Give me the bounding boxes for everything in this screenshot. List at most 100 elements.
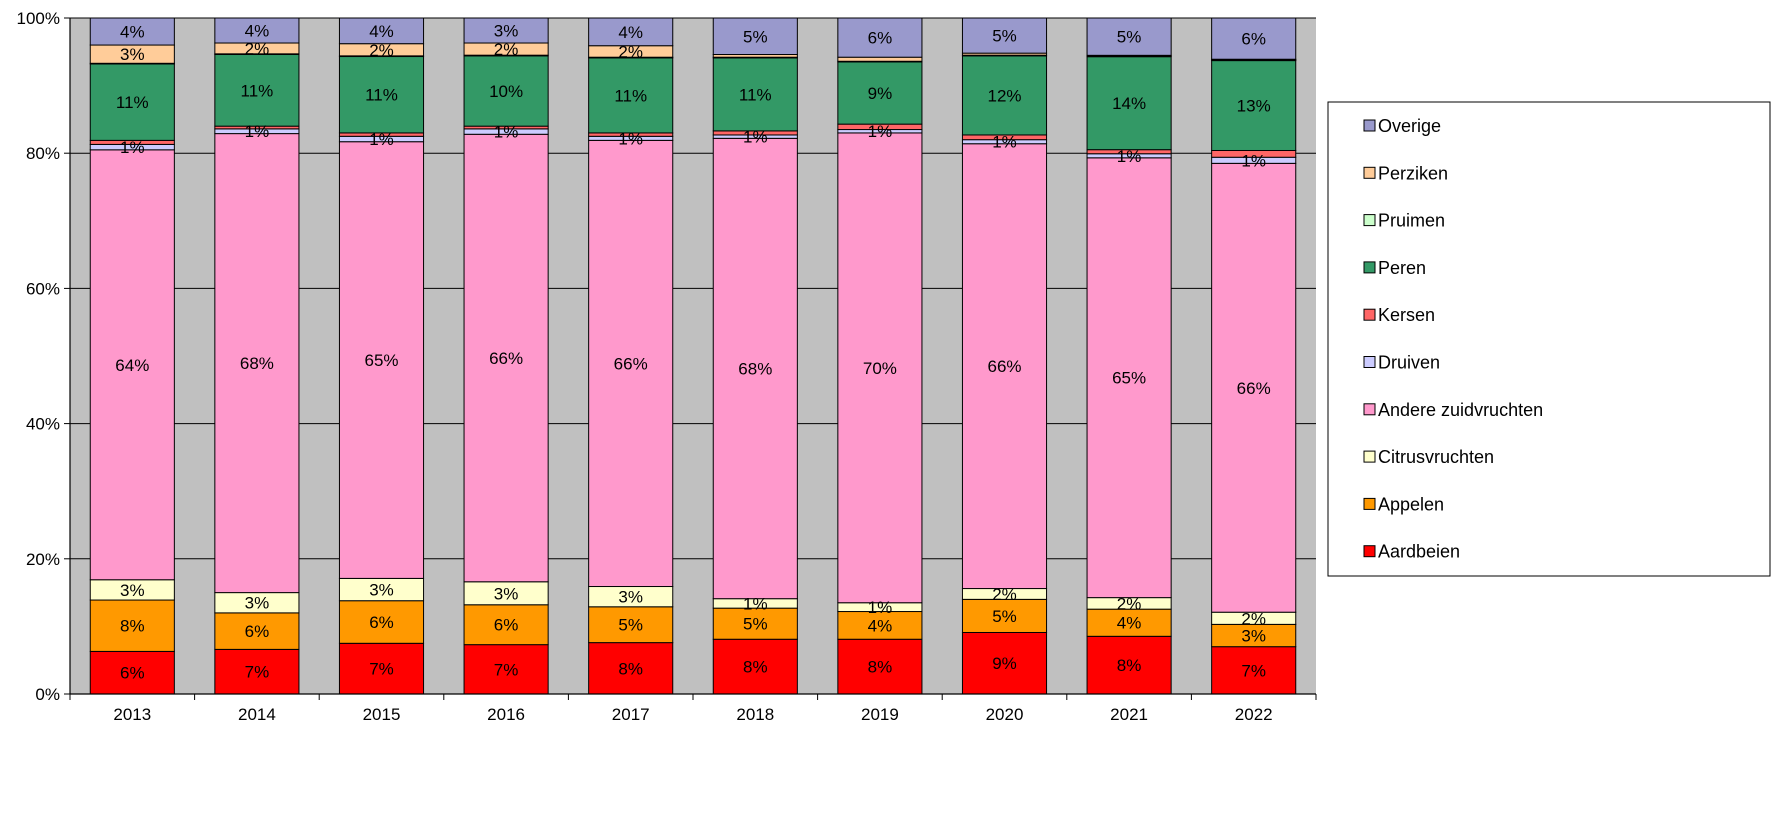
- bar-segment: [838, 57, 922, 61]
- data-label: 6%: [1241, 30, 1266, 49]
- data-label: 70%: [863, 359, 897, 378]
- legend-label: Andere zuidvruchten: [1378, 400, 1543, 420]
- data-label: 6%: [120, 664, 145, 683]
- legend-swatch: [1364, 546, 1375, 557]
- y-tick-label: 80%: [26, 144, 60, 163]
- data-label: 2%: [1117, 594, 1142, 613]
- data-label: 1%: [868, 122, 893, 141]
- data-label: 7%: [1241, 661, 1266, 680]
- data-label: 2%: [618, 42, 643, 61]
- x-tick-label: 2015: [363, 705, 401, 724]
- data-label: 4%: [369, 22, 394, 41]
- data-label: 1%: [369, 130, 394, 149]
- data-label: 11%: [241, 81, 274, 100]
- data-label: 9%: [868, 84, 893, 103]
- data-label: 8%: [618, 659, 643, 678]
- data-label: 3%: [618, 588, 643, 607]
- legend-swatch: [1364, 120, 1375, 131]
- data-label: 11%: [365, 86, 398, 105]
- data-label: 4%: [618, 23, 643, 42]
- legend-label: Pruimen: [1378, 211, 1445, 231]
- x-tick-label: 2019: [861, 705, 899, 724]
- data-label: 3%: [245, 594, 270, 613]
- data-label: 14%: [1112, 94, 1146, 113]
- legend-swatch: [1364, 498, 1375, 509]
- x-tick-label: 2016: [487, 705, 525, 724]
- x-tick-label: 2018: [736, 705, 774, 724]
- data-label: 65%: [364, 351, 398, 370]
- data-label: 11%: [116, 93, 149, 112]
- y-tick-label: 60%: [26, 279, 60, 298]
- data-label: 6%: [369, 613, 394, 632]
- x-tick-label: 2022: [1235, 705, 1273, 724]
- data-label: 3%: [494, 584, 519, 603]
- data-label: 3%: [120, 45, 145, 64]
- data-label: 2%: [245, 39, 270, 58]
- data-label: 68%: [738, 360, 772, 379]
- data-label: 12%: [987, 86, 1021, 105]
- legend-swatch: [1364, 357, 1375, 368]
- data-label: 7%: [494, 660, 519, 679]
- data-label: 66%: [1237, 379, 1271, 398]
- x-tick-label: 2021: [1110, 705, 1148, 724]
- data-label: 1%: [992, 133, 1017, 152]
- data-label: 8%: [120, 617, 145, 636]
- data-label: 3%: [494, 22, 519, 41]
- data-label: 68%: [240, 354, 274, 373]
- data-label: 5%: [992, 27, 1017, 46]
- data-label: 13%: [1237, 97, 1271, 116]
- data-label: 5%: [1117, 28, 1142, 47]
- data-label: 66%: [987, 357, 1021, 376]
- data-label: 66%: [614, 354, 648, 373]
- data-label: 6%: [868, 29, 893, 48]
- data-label: 4%: [868, 616, 893, 635]
- data-label: 11%: [614, 86, 647, 105]
- data-label: 8%: [868, 658, 893, 677]
- legend-label: Peren: [1378, 258, 1426, 278]
- data-label: 11%: [739, 85, 772, 104]
- data-label: 1%: [245, 122, 270, 141]
- legend-swatch: [1364, 262, 1375, 273]
- data-label: 1%: [494, 123, 519, 142]
- data-label: 2%: [369, 41, 394, 60]
- data-label: 4%: [245, 22, 270, 41]
- data-label: 7%: [245, 663, 270, 682]
- data-label: 3%: [369, 581, 394, 600]
- data-label: 7%: [369, 660, 394, 679]
- data-label: 2%: [992, 585, 1017, 604]
- data-label: 10%: [489, 82, 523, 101]
- data-label: 2%: [1241, 609, 1266, 628]
- data-label: 1%: [120, 138, 145, 157]
- data-label: 5%: [618, 616, 643, 635]
- data-label: 1%: [868, 598, 893, 617]
- data-label: 4%: [120, 23, 145, 42]
- legend-label: Overige: [1378, 116, 1441, 136]
- legend-label: Appelen: [1378, 494, 1444, 514]
- legend-label: Citrusvruchten: [1378, 447, 1494, 467]
- data-label: 66%: [489, 349, 523, 368]
- x-tick-label: 2020: [986, 705, 1024, 724]
- data-label: 5%: [743, 615, 768, 634]
- data-label: 6%: [245, 622, 270, 641]
- data-label: 5%: [743, 27, 768, 46]
- y-axis-ticks: 0%20%40%60%80%100%: [17, 9, 70, 704]
- data-label: 1%: [743, 594, 768, 613]
- x-tick-label: 2014: [238, 705, 276, 724]
- data-label: 65%: [1112, 369, 1146, 388]
- data-label: 1%: [1241, 151, 1266, 170]
- x-axis-ticks: 2013 2014 2015 2016 2017 2018 2019 2020 2021 2022: [70, 694, 1316, 724]
- data-label: 5%: [992, 607, 1017, 626]
- legend-swatch: [1364, 309, 1375, 320]
- data-label: 3%: [1241, 627, 1266, 646]
- legend-swatch: [1364, 451, 1375, 462]
- data-label: 4%: [1117, 614, 1142, 633]
- legend-label: Kersen: [1378, 305, 1435, 325]
- legend: Overige Perziken Pruimen Peren Kersen Druiven…: [1328, 102, 1770, 576]
- data-label: 64%: [115, 356, 149, 375]
- data-label: 2%: [494, 40, 519, 59]
- y-tick-label: 100%: [17, 9, 60, 28]
- data-label: 1%: [618, 129, 643, 148]
- legend-label: Aardbeien: [1378, 542, 1460, 562]
- data-label: 8%: [743, 658, 768, 677]
- x-tick-label: 2013: [113, 705, 151, 724]
